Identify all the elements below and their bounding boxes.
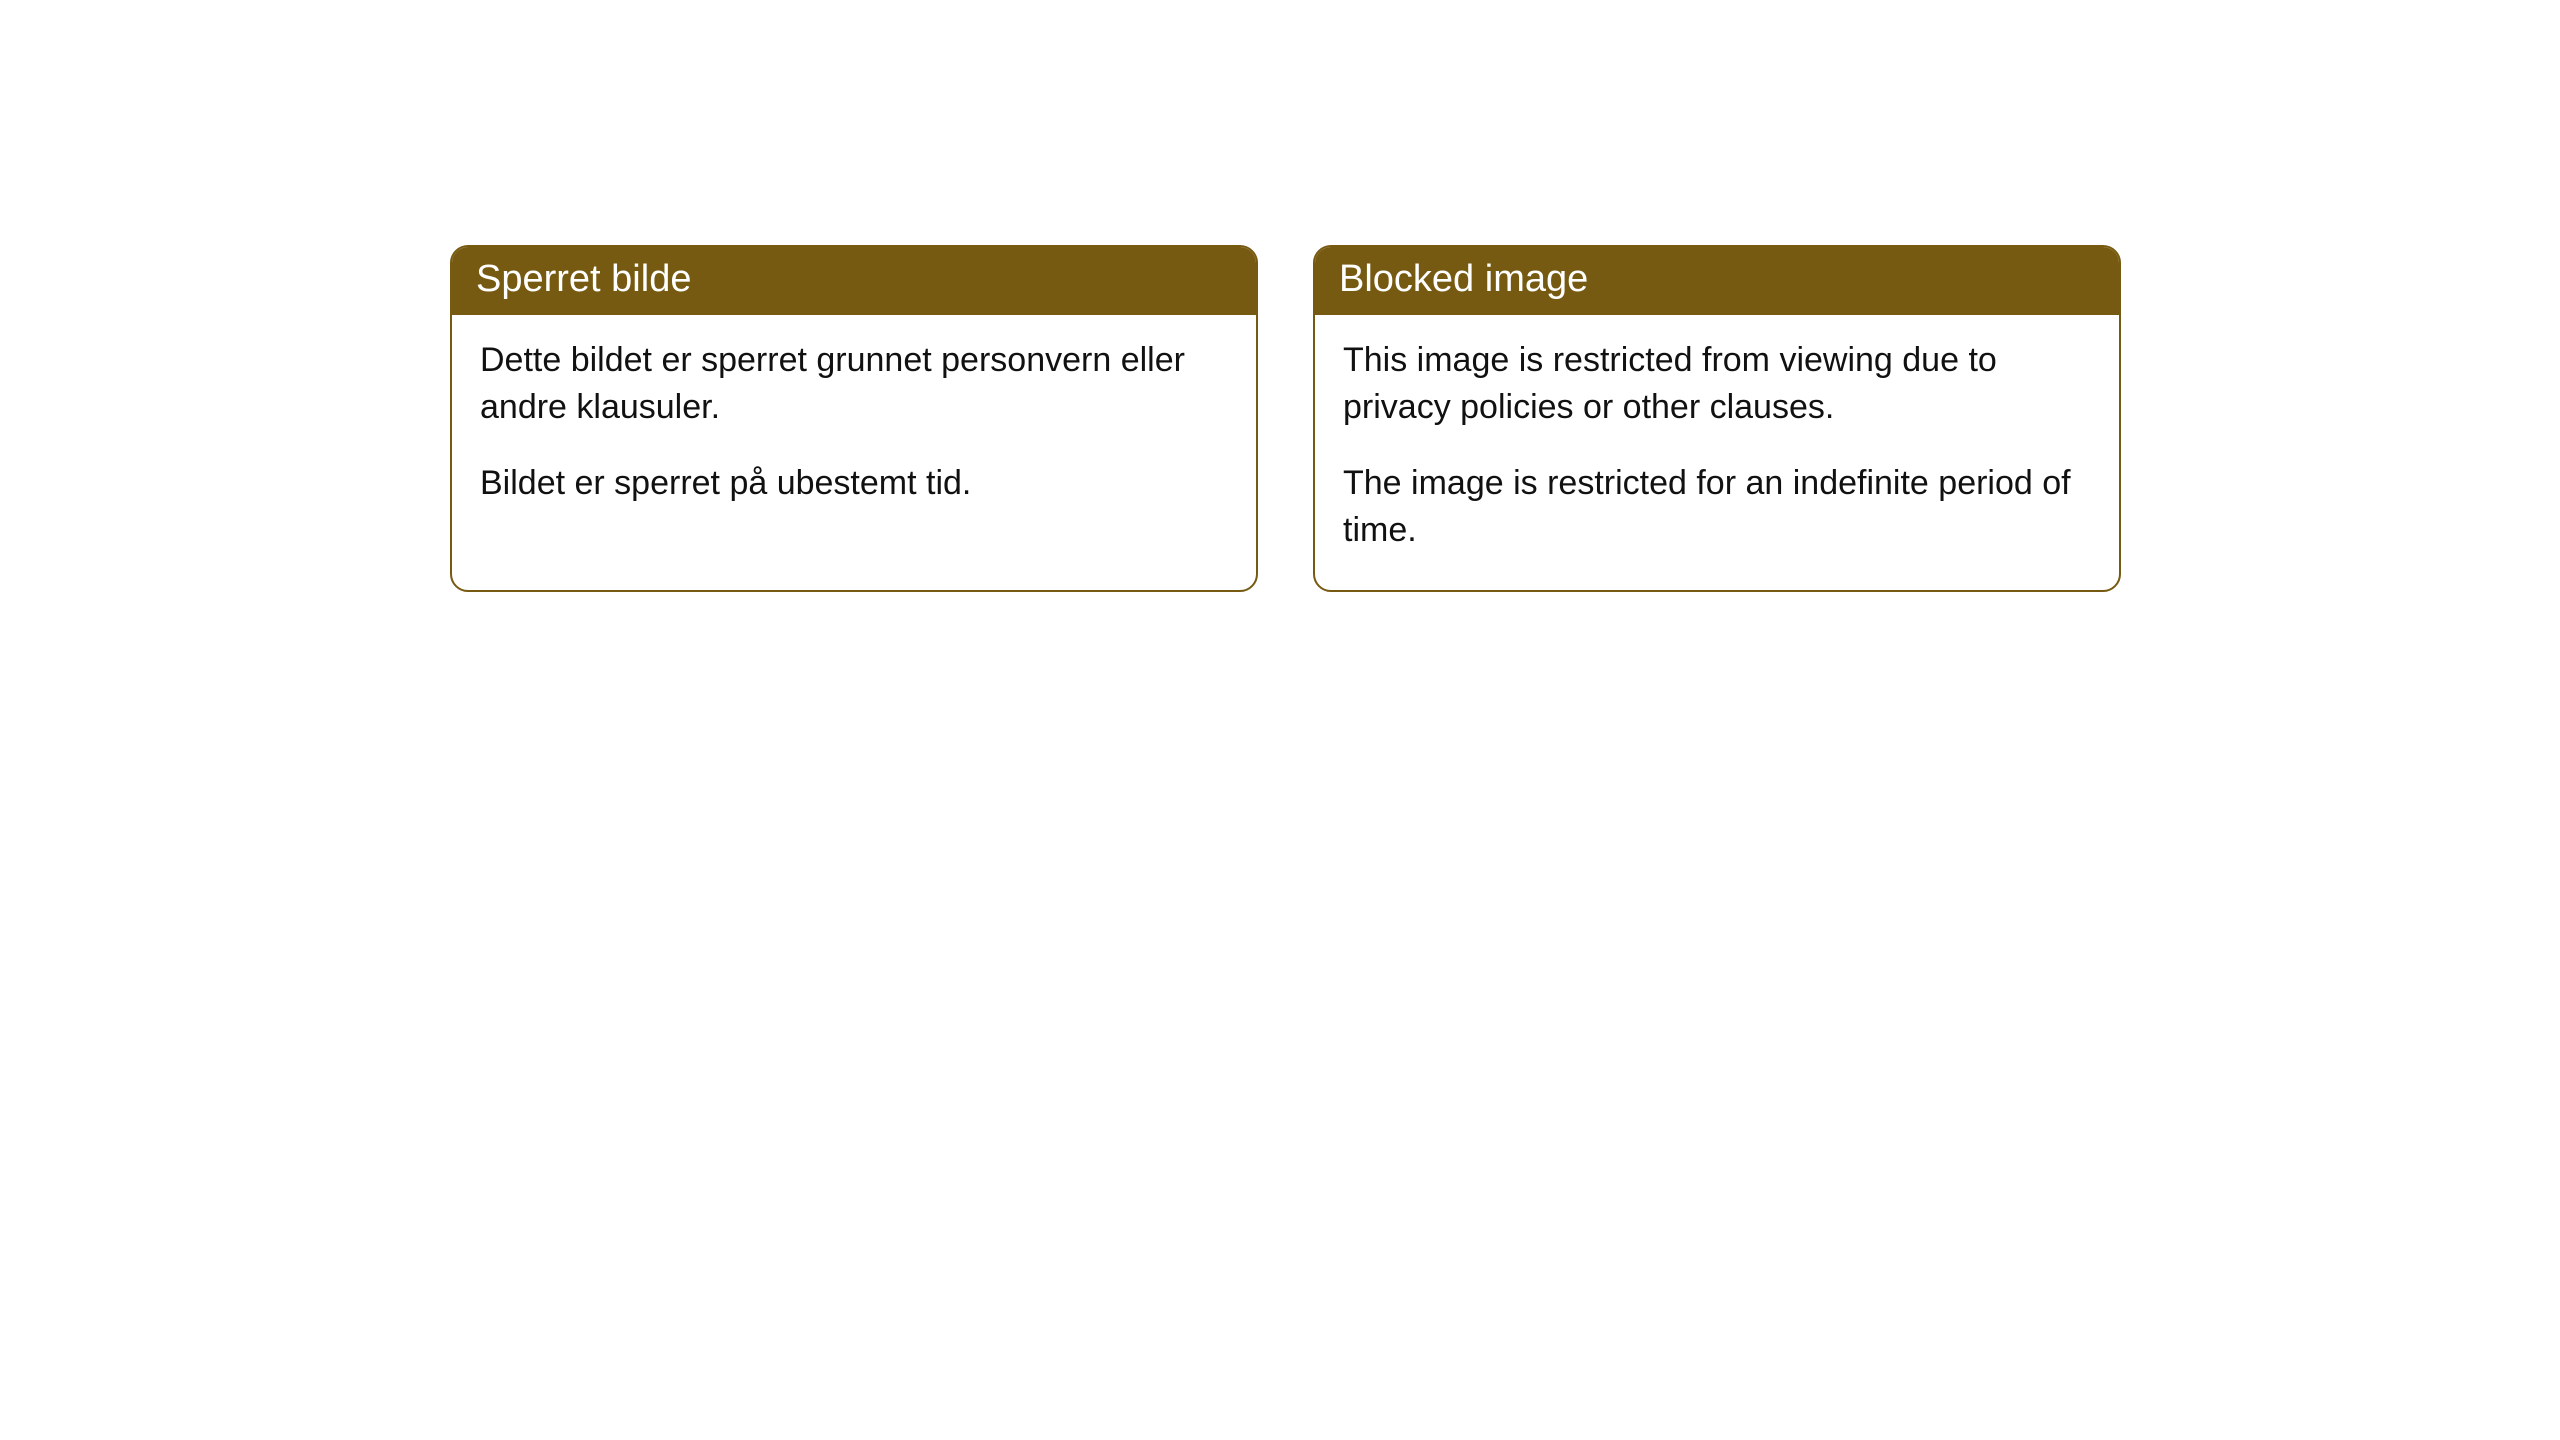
notice-body: Dette bildet er sperret grunnet personve… xyxy=(452,315,1256,544)
notice-paragraph: The image is restricted for an indefinit… xyxy=(1343,460,2091,554)
notice-header: Blocked image xyxy=(1315,247,2119,315)
notice-paragraph: Dette bildet er sperret grunnet personve… xyxy=(480,337,1228,431)
notice-paragraph: This image is restricted from viewing du… xyxy=(1343,337,2091,431)
notice-paragraph: Bildet er sperret på ubestemt tid. xyxy=(480,460,1228,507)
notice-card-norwegian: Sperret bilde Dette bildet er sperret gr… xyxy=(450,245,1258,592)
notice-container: Sperret bilde Dette bildet er sperret gr… xyxy=(450,245,2560,592)
notice-body: This image is restricted from viewing du… xyxy=(1315,315,2119,591)
notice-header: Sperret bilde xyxy=(452,247,1256,315)
notice-card-english: Blocked image This image is restricted f… xyxy=(1313,245,2121,592)
